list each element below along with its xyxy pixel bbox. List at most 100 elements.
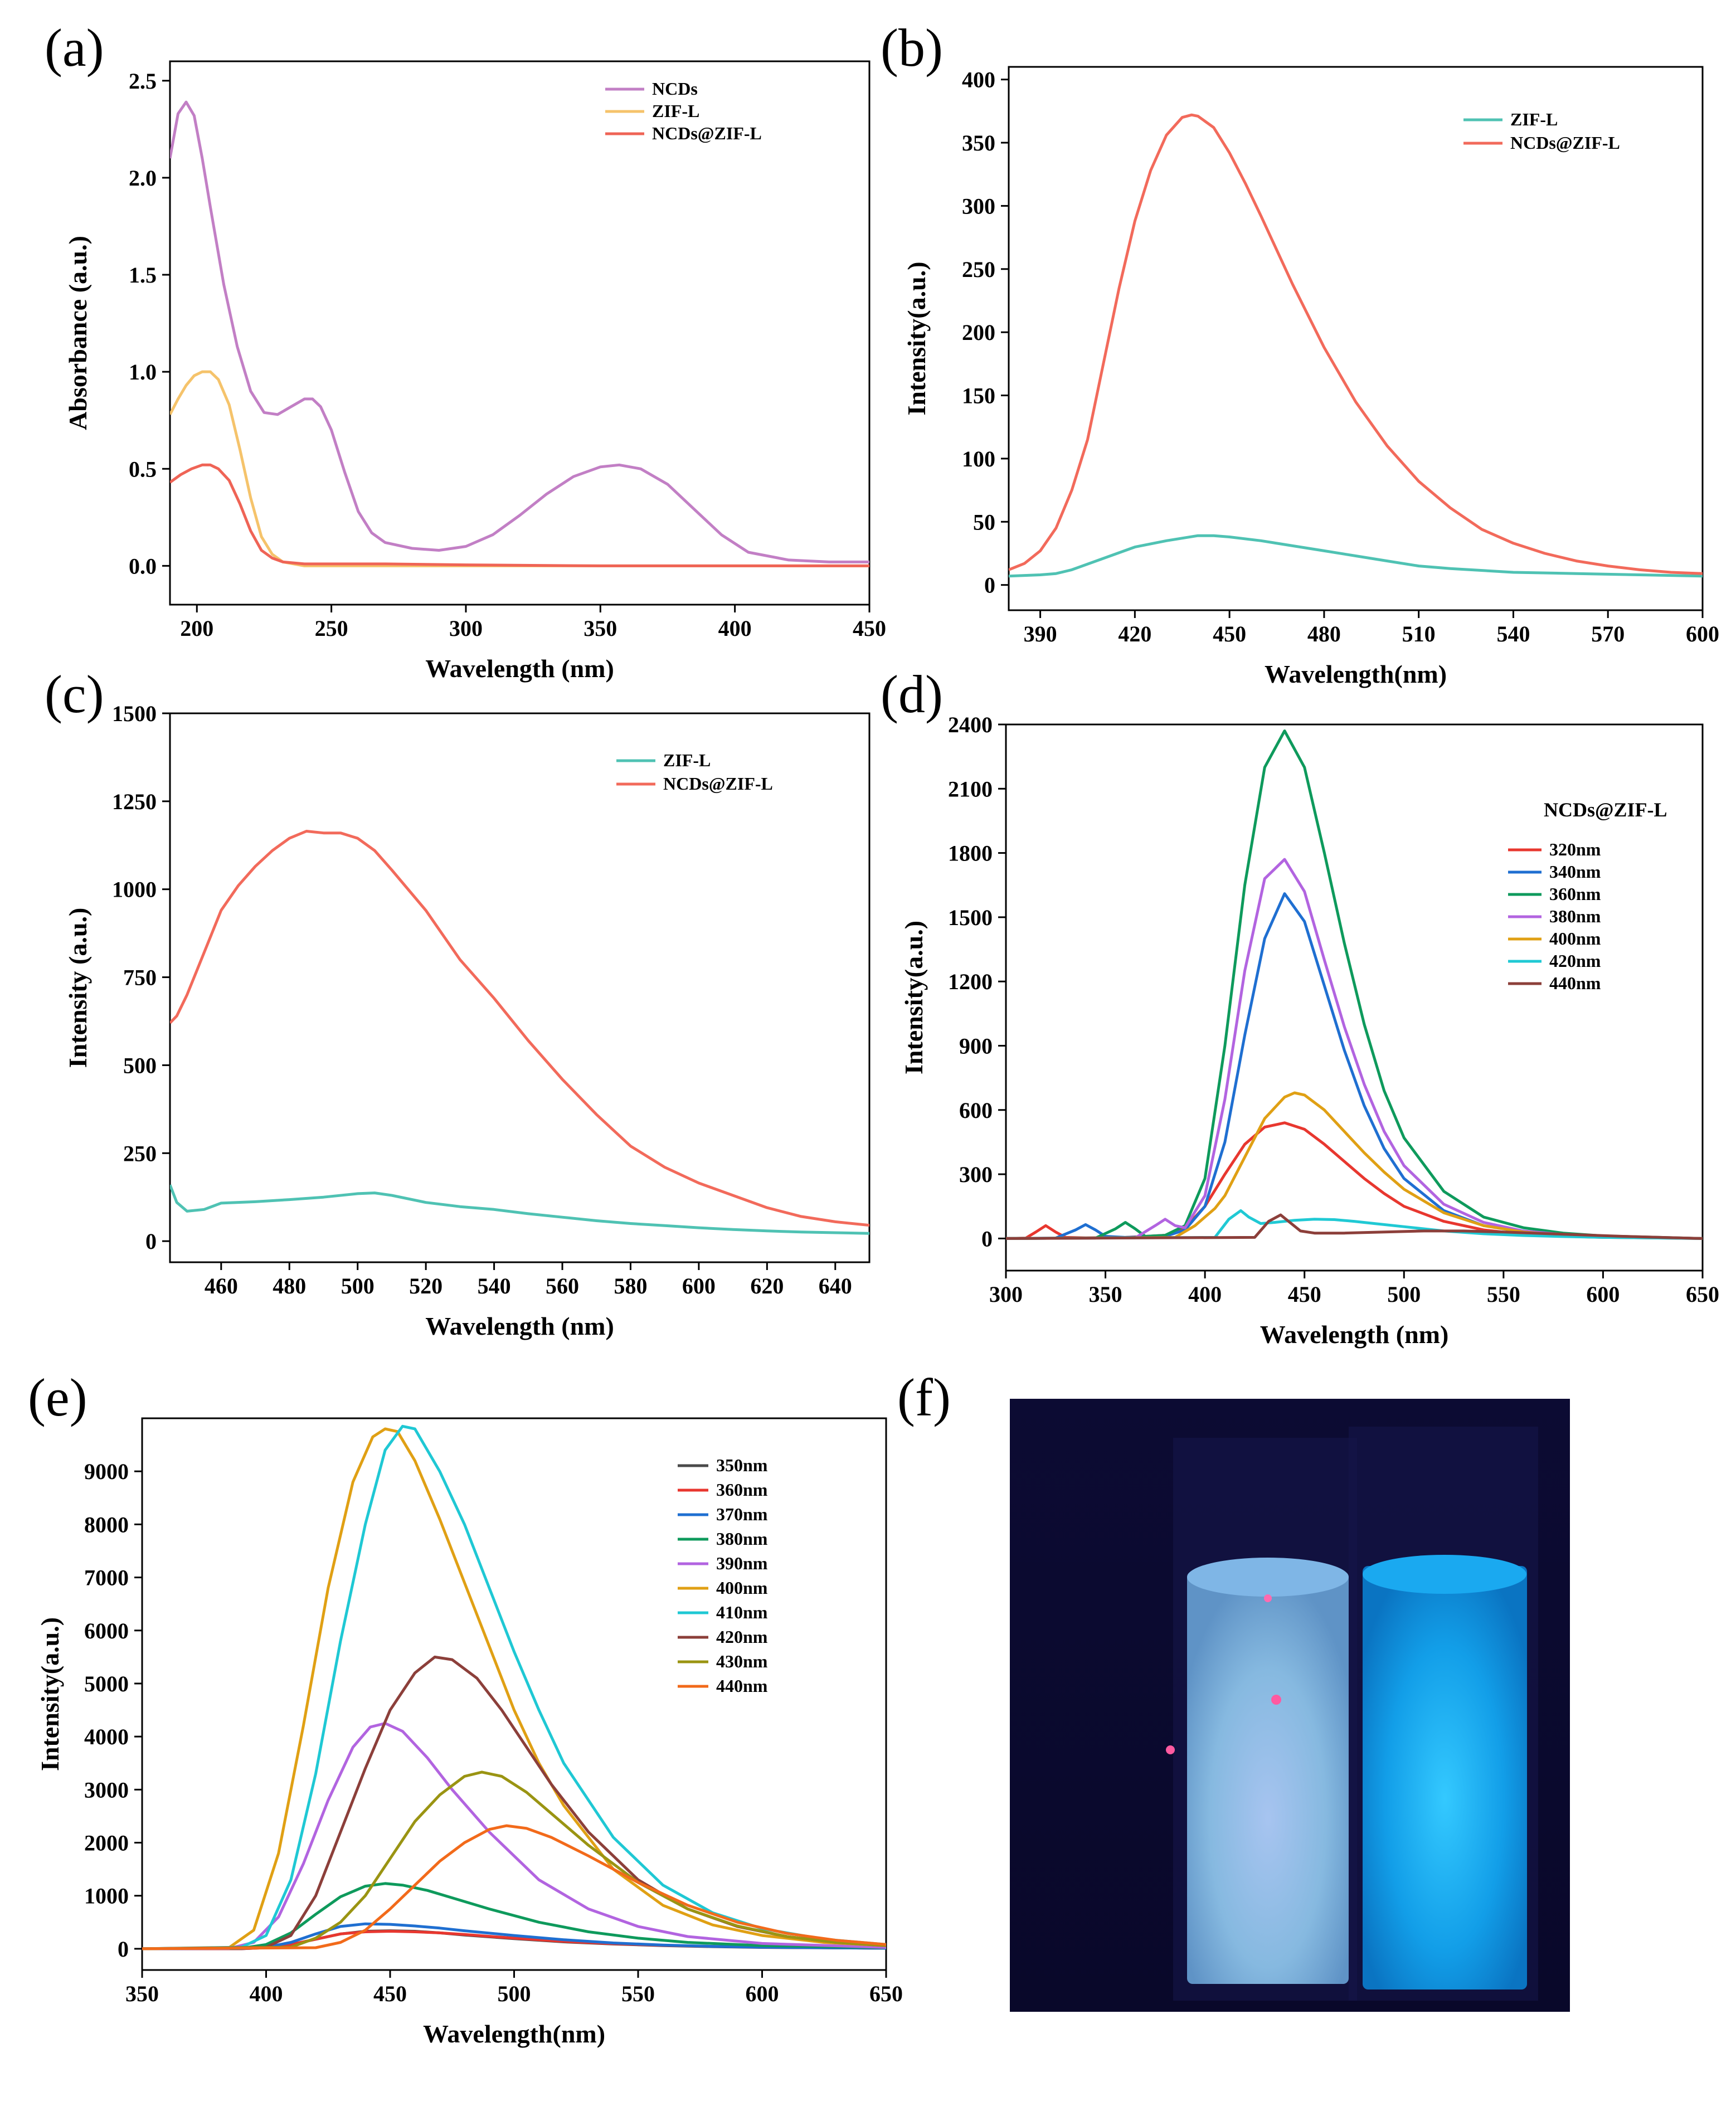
y-tick-label: 250 <box>962 257 995 282</box>
x-tick-label: 390 <box>1024 621 1057 646</box>
x-tick-label: 500 <box>498 1981 531 2006</box>
x-tick-label: 550 <box>1487 1282 1520 1307</box>
series-line-ncds-zif-l <box>170 830 869 1227</box>
series-line-380nm <box>1006 858 1703 1240</box>
y-tick-label: 250 <box>123 1141 157 1166</box>
y-tick-label: 1500 <box>948 905 993 930</box>
x-tick-label: 450 <box>853 616 886 641</box>
y-tick-label: 900 <box>959 1033 993 1058</box>
x-tick-label: 400 <box>250 1981 283 2006</box>
y-tick-label: 0 <box>118 1937 129 1962</box>
plot-frame <box>169 712 871 1263</box>
series-line-ncds <box>170 100 869 563</box>
y-tick-label: 3000 <box>84 1777 129 1802</box>
y-axis-title: Intensity (a.u.) <box>64 908 92 1068</box>
panel-label-d: (d) <box>881 664 943 724</box>
legend-title: NCDs@ZIF-L <box>1544 799 1667 821</box>
y-tick-label: 600 <box>959 1098 993 1123</box>
y-tick-label: 1.5 <box>129 262 157 288</box>
series-line-360nm <box>1006 729 1703 1240</box>
y-tick-label: 2.5 <box>129 69 157 94</box>
y-tick-label: 1800 <box>948 841 993 866</box>
y-tick-label: 0.5 <box>129 456 157 481</box>
x-tick-label: 450 <box>1288 1282 1321 1307</box>
y-tick-label: 9000 <box>84 1459 129 1484</box>
panel-label-b: (b) <box>881 18 943 77</box>
panel-label-a: (a) <box>45 18 104 77</box>
x-axis-title: Wavelength(nm) <box>1265 660 1447 688</box>
x-tick-label: 400 <box>718 616 752 641</box>
glare-spot <box>1271 1695 1281 1705</box>
x-tick-label: 300 <box>989 1282 1023 1307</box>
cuvette-left-liquid <box>1187 1572 1349 1984</box>
legend-entry: 410nm <box>716 1602 768 1622</box>
x-tick-label: 400 <box>1188 1282 1222 1307</box>
glare-spot <box>1166 1745 1175 1754</box>
y-tick-label: 300 <box>962 193 995 218</box>
y-tick-label: 4000 <box>84 1724 129 1749</box>
x-tick-label: 500 <box>341 1273 375 1298</box>
series-line-440nm <box>142 1824 886 1950</box>
y-tick-label: 300 <box>959 1162 993 1187</box>
panel-label-e: (e) <box>28 1368 87 1427</box>
panel-a: (a) 200 250 300 350 400 450 0.0 0.5 1.0 1.5 2.0 2.5… <box>45 18 886 683</box>
y-tick-label: 150 <box>962 383 995 408</box>
y-tick-label: 200 <box>962 320 995 345</box>
series-line-440nm <box>1006 1213 1703 1240</box>
y-tick-label: 1500 <box>112 701 157 726</box>
y-tick-label: 5000 <box>84 1671 129 1696</box>
y-tick-label: 750 <box>123 965 157 990</box>
y-tick-label: 2.0 <box>129 166 157 191</box>
cuvette-left-meniscus <box>1187 1558 1349 1597</box>
x-tick-label: 460 <box>205 1273 238 1298</box>
y-tick-label: 100 <box>962 446 995 471</box>
x-tick-label: 600 <box>1586 1282 1620 1307</box>
y-tick-label: 2400 <box>948 712 993 737</box>
x-tick-label: 420 <box>1118 621 1151 646</box>
cuvette-right-liquid <box>1363 1566 1527 1989</box>
series-line-320nm <box>1006 1121 1703 1240</box>
x-tick-label: 350 <box>1089 1282 1122 1307</box>
panel-b: (b) 390 420 450 480 510 540 570 600 0 50 100 150 200… <box>881 18 1719 688</box>
y-tick-label: 0 <box>145 1229 157 1254</box>
legend-entry: ZIF-L <box>652 101 699 121</box>
panel-d: (d) 300 350 400 450 500 550 600 650 0 300 600 900 12… <box>881 664 1719 1349</box>
series-line-390nm <box>142 1721 886 1950</box>
legend-entry: 360nm <box>1549 884 1601 904</box>
y-tick-label: 1.0 <box>129 359 157 385</box>
y-tick-label: 1000 <box>112 877 157 902</box>
y-tick-label: 8000 <box>84 1512 129 1537</box>
x-axis-title: Wavelength (nm) <box>425 654 614 683</box>
cuvette-photo <box>1010 1399 1570 2012</box>
x-tick-label: 350 <box>583 616 617 641</box>
x-tick-label: 250 <box>315 616 348 641</box>
series-line-ncds-zif-l <box>1009 113 1703 575</box>
y-axis-title: Intensity(a.u.) <box>899 921 928 1074</box>
legend-entry: 320nm <box>1549 839 1601 859</box>
y-tick-label: 2000 <box>84 1831 129 1856</box>
x-tick-label: 600 <box>1686 621 1719 646</box>
x-tick-label: 650 <box>1686 1282 1719 1307</box>
x-tick-label: 570 <box>1591 621 1625 646</box>
series-line-ncds-zif-l <box>170 463 869 567</box>
panel-label-f: (f) <box>897 1368 951 1427</box>
legend-entry: ZIF-L <box>663 750 711 770</box>
y-axis-title: Intensity(a.u.) <box>902 261 931 415</box>
legend-entry: 420nm <box>716 1627 768 1647</box>
x-tick-label: 200 <box>180 616 213 641</box>
plot-frame <box>1008 66 1704 611</box>
x-tick-label: 600 <box>746 1981 779 2006</box>
y-tick-label: 400 <box>962 67 995 93</box>
y-tick-label: 500 <box>123 1053 157 1078</box>
x-tick-label: 640 <box>819 1273 852 1298</box>
y-tick-label: 7000 <box>84 1565 129 1590</box>
legend-entry: 400nm <box>1549 928 1601 948</box>
y-axis-title: Absorbance (a.u.) <box>64 236 92 430</box>
legend-entry: 390nm <box>716 1553 768 1573</box>
y-axis-title: Intensity(a.u.) <box>36 1617 64 1771</box>
x-tick-label: 300 <box>449 616 483 641</box>
series-line-zif-l <box>1009 534 1703 578</box>
series-line-430nm <box>142 1770 886 1950</box>
series-line-420nm <box>1006 1209 1703 1240</box>
